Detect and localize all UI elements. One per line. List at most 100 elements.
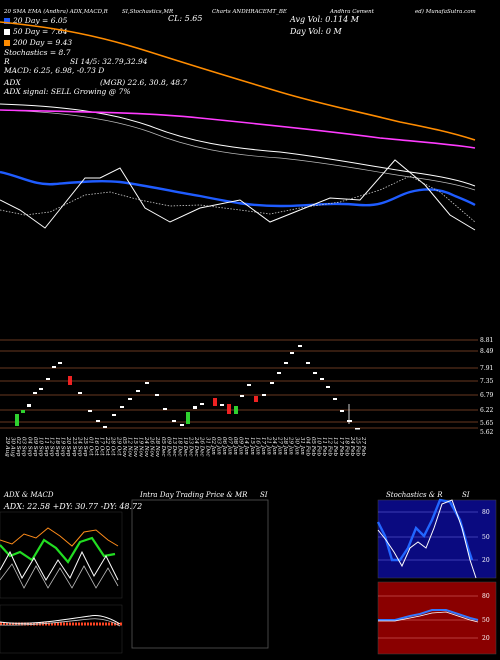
date-tick-label: 13 Dec <box>171 437 177 457</box>
legend-sma50: 50 Day = 7.64 <box>4 27 67 36</box>
macd-white-line <box>0 615 121 625</box>
candle <box>320 378 324 380</box>
candle <box>180 424 184 426</box>
adx-panel-values: ADX: 22.58 +DY: 30.77 -DY: 48.72 <box>4 502 143 511</box>
candle <box>193 406 197 409</box>
candle <box>270 382 274 384</box>
date-tick-label: 29 Oct <box>115 436 121 456</box>
date-tick-label: 10 Feb <box>316 437 322 457</box>
date-tick-label: 03 Sep <box>21 437 27 457</box>
sma50-shadow-line <box>0 109 476 191</box>
header-row-1: 20 SMA EMA (Andhra) ADX,MACD,R <box>4 9 108 15</box>
price-label: 5.65 <box>480 420 494 427</box>
adx-white-line-2 <box>0 563 119 589</box>
price-label: 8.49 <box>480 348 494 355</box>
candle <box>52 366 56 368</box>
date-tick-label: 26 Nov <box>149 436 155 458</box>
price-label: 6.79 <box>480 392 494 399</box>
candle <box>298 345 302 347</box>
date-tick-label: 16 Oct <box>93 437 99 456</box>
candle <box>21 410 25 413</box>
date-tick-label: 30 Jan <box>293 437 299 455</box>
date-tick-label: 18 Sep <box>54 437 60 457</box>
date-tick-label: 19 Dec <box>182 437 188 457</box>
candle <box>200 403 204 405</box>
header-caption-3: Charts ANDHRACEMT_BE <box>212 9 287 15</box>
legend-sma200-label: 200 Day = 9.43 <box>13 38 73 47</box>
date-tick-label: 15 Nov <box>132 437 138 458</box>
date-tick-label: 03 Jan <box>215 437 221 455</box>
price-zigzag-line <box>0 159 476 231</box>
candle <box>112 414 116 416</box>
candle <box>78 392 82 394</box>
date-tick-label: 11 Sep <box>43 437 49 457</box>
magenta-line <box>0 109 476 149</box>
candle <box>306 362 310 364</box>
sma200-line <box>0 21 476 141</box>
stochastics-panel-title: Stochastics & R <box>386 491 443 499</box>
avg-volume: Avg Vol: 0.114 M <box>290 15 359 24</box>
stoch-label-80: 80 <box>482 509 490 516</box>
candle <box>240 395 244 397</box>
date-tick-label: 19 Sep <box>60 437 66 457</box>
candle <box>227 404 231 414</box>
sma200-swatch-icon <box>4 40 10 46</box>
date-tick-label: 12 Sep <box>49 437 55 457</box>
header-caption-5: ed) MunafaSutra.com <box>415 9 476 15</box>
candle <box>340 410 344 412</box>
date-tick-label: 09 Jan <box>238 437 244 455</box>
date-tick-label: 26 Dec <box>199 436 205 457</box>
candle <box>247 384 251 386</box>
legend-sma20-label: 20 Day = 6.05 <box>13 16 68 25</box>
sma50-line <box>0 103 476 187</box>
legend-adx: (MGR) 22.6, 30.8, 48.7 <box>100 78 188 87</box>
intraday-panel-title: Intra Day Trading Price & MR <box>140 491 248 499</box>
price-label: 5.62 <box>480 429 494 436</box>
candle <box>254 396 258 402</box>
candle <box>68 376 72 385</box>
date-tick-label: 24 Dec <box>193 436 199 457</box>
date-tick-label: 17 Jan <box>260 437 266 455</box>
date-tick-label: 08 Jan <box>232 437 238 455</box>
legend-rsi-r: R <box>4 57 10 66</box>
legend-stochastics: Stochastics = 8.7 <box>4 48 71 57</box>
candle <box>355 428 360 430</box>
sma50-swatch-icon <box>4 29 10 35</box>
header-caption-2: SI,Stochastics,MR <box>122 9 174 15</box>
price-label: 7.91 <box>480 365 493 372</box>
date-tick-label: 30 Aug <box>10 437 16 457</box>
legend-sma50-label: 50 Day = 7.64 <box>13 27 68 36</box>
date-tick-label: 13 Feb <box>332 437 338 457</box>
date-tick-label: 06 Jan <box>221 437 227 455</box>
candle <box>163 408 167 410</box>
candle <box>234 406 238 414</box>
price-label: 8.81 <box>480 337 493 344</box>
price-label: 7.35 <box>480 378 494 385</box>
macd-signal-line <box>0 618 121 627</box>
candle <box>155 394 159 396</box>
rsi-white-line <box>378 611 479 623</box>
candle <box>313 372 317 374</box>
date-tick-label: 07 Jan <box>227 437 233 455</box>
candle <box>96 420 100 422</box>
candle <box>128 398 132 400</box>
price-axis-labels: 8.81 8.49 7.91 7.35 6.79 6.22 5.65 5.62 <box>480 337 494 436</box>
stoch-white-line <box>377 499 477 579</box>
rsi-label-20: 20 <box>482 635 490 642</box>
date-tick-label: 09 Sep <box>32 437 38 457</box>
date-tick-label: 09 Dec <box>165 437 171 457</box>
date-tick-label: 31 Dec <box>204 437 210 457</box>
date-tick-label: 31 Jan <box>299 437 305 455</box>
date-tick-label: 23 Dec <box>188 436 194 457</box>
date-tick-label: 05 Dec <box>160 437 166 457</box>
date-tick-label: 27 Feb <box>360 436 366 457</box>
dotted-line <box>0 175 476 223</box>
date-tick-label: 19 Nov <box>138 437 144 458</box>
date-tick-label: 21 Jan <box>265 436 271 455</box>
date-tick-label: 14 Jan <box>243 437 249 455</box>
date-tick-label: 24 Feb <box>349 436 355 457</box>
date-tick-label: 25 Sep <box>82 436 88 457</box>
date-tick-label: 05 Feb <box>310 437 316 457</box>
date-tick-label: 24 Jan <box>271 436 277 455</box>
